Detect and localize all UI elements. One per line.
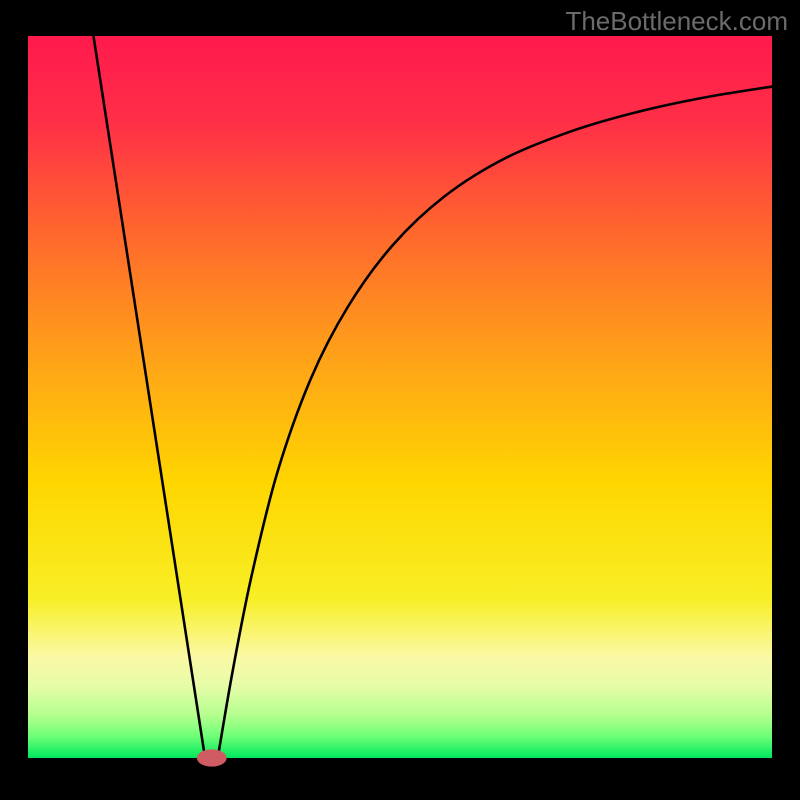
optimal-marker: [197, 749, 227, 766]
chart-container: TheBottleneck.com: [0, 0, 800, 800]
plot-background: [28, 36, 772, 758]
chart-svg: [0, 0, 800, 800]
